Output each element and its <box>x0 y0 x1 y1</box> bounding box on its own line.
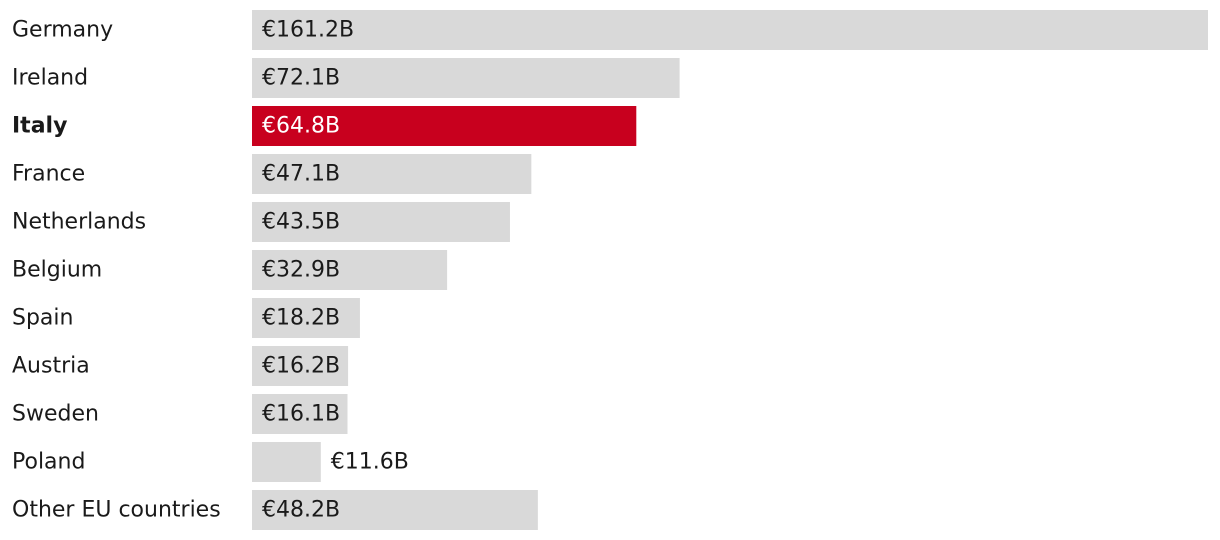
bar <box>252 298 360 338</box>
category-label: Germany <box>12 18 113 43</box>
value-label: €16.2B <box>262 354 340 379</box>
category-label: Other EU countries <box>12 498 221 523</box>
category-label: Netherlands <box>12 210 146 235</box>
value-label: €48.2B <box>262 498 340 523</box>
value-label: €64.8B <box>262 114 340 139</box>
category-label: Spain <box>12 306 73 331</box>
value-label: €16.1B <box>262 402 340 427</box>
bar <box>252 58 680 98</box>
bar-row-belgium: Belgium €32.9B <box>12 250 448 290</box>
bar-row-other-eu-countries: Other EU countries €48.2B <box>12 490 538 530</box>
category-label: Austria <box>12 354 90 379</box>
category-label: Italy <box>12 114 67 139</box>
bar <box>252 202 510 242</box>
value-label: €72.1B <box>262 66 340 91</box>
value-label: €18.2B <box>262 306 340 331</box>
category-label: Sweden <box>12 402 99 427</box>
bar <box>252 10 1208 50</box>
value-label: €32.9B <box>262 258 340 283</box>
bar-row-sweden: Sweden €16.1B <box>12 394 348 434</box>
bar-row-italy: Italy €64.8B <box>12 106 637 146</box>
bar-row-netherlands: Netherlands €43.5B <box>12 202 510 242</box>
value-label: €43.5B <box>262 210 340 235</box>
bar <box>252 154 532 194</box>
category-label: Belgium <box>12 258 102 283</box>
value-label: €161.2B <box>262 18 354 43</box>
bar-row-spain: Spain €18.2B <box>12 298 360 338</box>
bar-row-austria: Austria €16.2B <box>12 346 349 386</box>
bar <box>252 106 637 146</box>
bar <box>252 346 349 386</box>
category-label: Poland <box>12 450 85 475</box>
bar <box>252 250 448 290</box>
category-label: Ireland <box>12 66 88 91</box>
bar <box>252 394 348 434</box>
value-label: €47.1B <box>262 162 340 187</box>
bar-row-poland: Poland €11.6B <box>12 442 409 482</box>
bar <box>252 490 538 530</box>
category-label: France <box>12 162 85 187</box>
bar-row-france: France €47.1B <box>12 154 532 194</box>
bar-row-ireland: Ireland €72.1B <box>12 58 680 98</box>
bar-row-germany: Germany €161.2B <box>12 10 1208 50</box>
value-label: €11.6B <box>331 450 409 475</box>
bar <box>252 442 321 482</box>
